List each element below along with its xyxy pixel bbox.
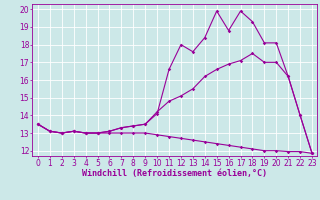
X-axis label: Windchill (Refroidissement éolien,°C): Windchill (Refroidissement éolien,°C)	[82, 169, 267, 178]
